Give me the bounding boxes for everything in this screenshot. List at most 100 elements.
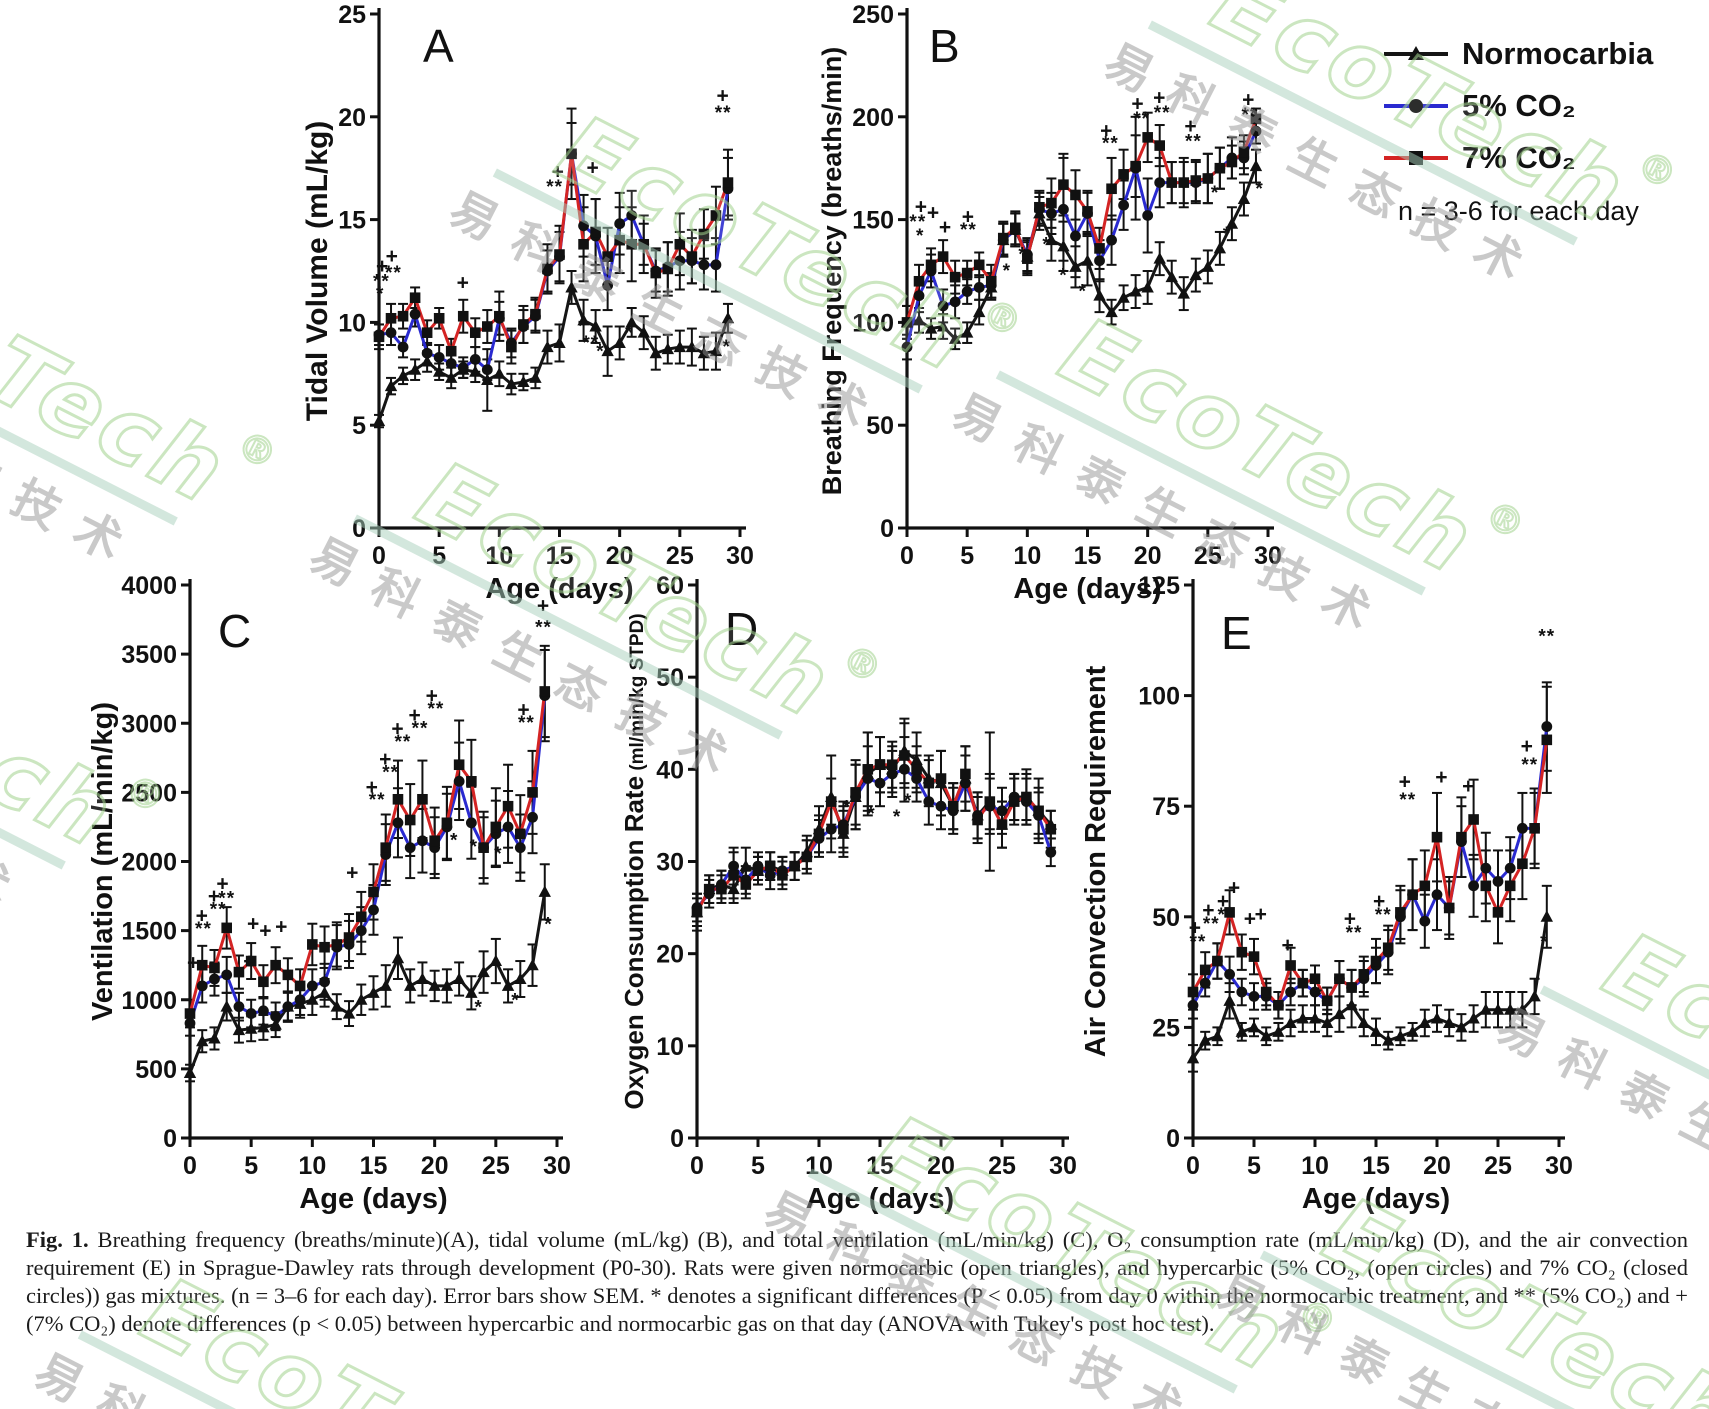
triangle-marker-icon — [208, 1031, 221, 1044]
triangle-marker-icon — [440, 979, 454, 991]
y-axis-label: Ventilation (mL/min/kg) — [87, 702, 119, 1021]
square-marker-icon — [703, 883, 715, 895]
y-tick-label: 3500 — [121, 641, 177, 669]
square-marker-icon — [1468, 814, 1479, 825]
square-marker-icon — [1321, 995, 1333, 1007]
triangle-marker-icon — [910, 753, 923, 766]
normocarbia-line-triangle-icon — [1384, 46, 1448, 60]
circle-marker-icon — [764, 869, 776, 881]
square-marker-icon — [478, 842, 489, 853]
y-tick-label: 50 — [866, 412, 894, 440]
triangle-marker-icon — [1093, 289, 1106, 301]
circle-marker-icon — [397, 341, 409, 353]
x-tick-label: 20 — [1423, 1152, 1451, 1180]
circle-marker-icon — [282, 1001, 294, 1013]
significance-marker: * — [376, 284, 384, 305]
square-marker-icon — [441, 817, 453, 829]
square-marker-icon — [1431, 831, 1443, 843]
square-marker-icon — [901, 317, 913, 328]
square-marker-icon — [578, 238, 589, 250]
significance-marker: ** — [385, 263, 402, 284]
circle-marker-icon — [294, 994, 306, 1006]
square-marker-icon — [1178, 177, 1190, 188]
y-axis-label: Tidal Volume (mL/kg) — [301, 121, 334, 422]
circle-marker-icon — [465, 817, 477, 829]
y-tick-label: 250 — [852, 1, 894, 29]
circle-marker-icon — [1154, 177, 1166, 188]
y-tick-label: 30 — [656, 849, 684, 877]
x-axis-label: Age (days) — [485, 573, 633, 605]
circle-marker-icon — [233, 1001, 245, 1013]
square-marker-icon — [1517, 858, 1528, 870]
significance-marker: ** — [1375, 905, 1392, 926]
significance-marker: + — [717, 84, 730, 107]
co2-5-line-circle-icon — [1384, 99, 1448, 113]
y-tick-label: 25 — [338, 1, 366, 29]
square-marker-icon — [506, 341, 517, 353]
x-tick-label: 15 — [866, 1152, 894, 1180]
significance-marker: * — [625, 323, 633, 344]
square-marker-icon — [1492, 907, 1504, 918]
square-marker-icon — [626, 238, 637, 250]
significance-marker: * — [475, 998, 483, 1019]
square-marker-icon — [1046, 197, 1057, 209]
y-tick-label: 100 — [852, 309, 894, 337]
panel-C: 0 500 1000 1500 2000 2500 3000 3500 4000 0 5 10 15 20… — [87, 572, 571, 1215]
triangle-marker-icon — [1247, 1020, 1261, 1033]
y-tick-label: 25 — [1152, 1014, 1180, 1042]
circle-marker-icon — [937, 300, 949, 312]
figure-caption-label: Fig. 1. — [26, 1227, 89, 1252]
Normocarbia-line — [1191, 916, 1549, 1060]
x-tick-label: 0 — [372, 542, 386, 570]
triangle-marker-icon — [727, 882, 740, 895]
x-tick-label: 5 — [1247, 1152, 1261, 1180]
significance-marker: ** — [1133, 109, 1150, 130]
square-marker-icon — [1346, 982, 1357, 993]
x-axis-label: Age (days) — [299, 1183, 447, 1215]
y-tick-label: 3000 — [121, 710, 177, 738]
triangle-marker-icon — [269, 1018, 282, 1030]
significance-marker: ** — [1189, 932, 1206, 953]
significance-marker: * — [904, 791, 912, 812]
significance-marker: + — [1202, 899, 1215, 922]
square-marker-icon — [1022, 253, 1033, 264]
legend-item-7co2: 7% CO₂ — [1382, 132, 1653, 184]
square-marker-icon — [453, 759, 465, 771]
circle-marker-icon — [469, 354, 481, 365]
square-marker-icon — [1058, 179, 1069, 190]
square-marker-icon — [911, 764, 922, 775]
square-marker-icon — [515, 828, 526, 840]
circle-marker-icon — [874, 777, 886, 789]
circle-marker-icon — [184, 1017, 196, 1029]
triangle-marker-icon — [1249, 159, 1263, 172]
significance-marker: * — [494, 844, 502, 865]
circle-marker-icon — [674, 255, 686, 267]
significance-marker: + — [259, 920, 272, 943]
significance-marker: + — [247, 913, 260, 936]
circle-marker-icon — [319, 976, 330, 988]
triangle-marker-icon — [257, 1020, 270, 1033]
significance-marker: ** — [1242, 105, 1259, 126]
triangle-marker-icon — [416, 972, 429, 985]
square-marker-icon — [972, 814, 983, 826]
x-tick-label: 0 — [1186, 1152, 1200, 1180]
square-marker-icon — [566, 148, 577, 160]
square-marker-icon — [674, 238, 686, 250]
square-marker-icon — [764, 860, 776, 872]
square-marker-icon — [518, 319, 529, 330]
circle-marker-icon — [614, 218, 626, 230]
square-marker-icon — [196, 959, 208, 971]
significance-marker: + — [1131, 93, 1144, 116]
significance-marker: * — [1384, 1034, 1392, 1055]
circle-marker-icon — [996, 805, 1008, 817]
Normocarbia-line — [906, 165, 1258, 341]
triangle-marker-icon — [1199, 1034, 1212, 1046]
y-tick-label: 125 — [1138, 572, 1180, 600]
square-marker-icon — [1419, 880, 1431, 892]
x-tick-label: 10 — [805, 1152, 833, 1180]
significance-marker: ** — [535, 617, 552, 638]
x-axis-label: Age (days) — [1302, 1183, 1450, 1215]
significance-marker: * — [1211, 183, 1219, 204]
significance-marker: + — [1100, 119, 1113, 142]
circle-marker-icon — [270, 1010, 282, 1022]
